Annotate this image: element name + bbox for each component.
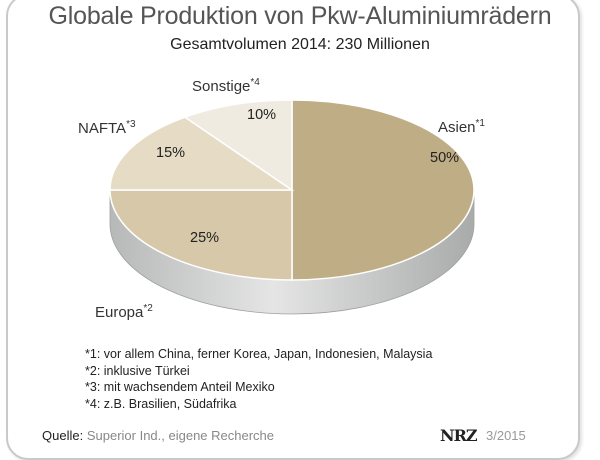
slice-category-label: Asien*1 — [438, 118, 485, 136]
publication-date: 3/2015 — [486, 428, 526, 443]
pie-slice-nafta — [109, 116, 295, 191]
slice-category-label: NAFTA*3 — [78, 119, 136, 137]
slice-category-label: Sonstige*4 — [192, 77, 260, 95]
footnotes: *1: vor allem China, ferner Korea, Japan… — [85, 346, 432, 412]
slice-value-label: 50% — [430, 150, 459, 166]
slice-category-label: Europa*2 — [95, 303, 153, 321]
pie-slice-sonstige — [183, 99, 293, 192]
source-label: Quelle: — [42, 428, 84, 443]
slice-value-label: 25% — [190, 230, 219, 246]
pie-chart: 50% Asien*1 25% Europa*2 15% NAFTA*3 10% Sonsti… — [78, 77, 485, 321]
footnote-4: *4: z.B. Brasilien, Südafrika — [85, 396, 237, 411]
pie-slices — [109, 99, 475, 281]
footnote-3: *3: mit wachsendem Anteil Mexiko — [85, 380, 275, 394]
chart-subtitle: Gesamtvolumen 2014: 230 Millionen — [170, 36, 430, 53]
source-line: Quelle: Superior Ind., eigene Recherche — [42, 428, 274, 443]
source-text: Superior Ind., eigene Recherche — [86, 428, 275, 443]
slice-value-label: 10% — [247, 107, 276, 123]
chart-title: Globale Produktion von Pkw-Aluminiumräde… — [48, 2, 552, 30]
nrz-logo: NRZ — [440, 426, 478, 445]
slice-value-label: 15% — [156, 145, 185, 161]
pie-labels: 50% Asien*1 25% Europa*2 15% NAFTA*3 10% Sonsti… — [78, 77, 485, 321]
pie-slice-europa — [109, 189, 293, 281]
pie-slice-asien — [291, 99, 475, 281]
footnote-2: *2: inklusive Türkei — [85, 363, 190, 378]
footnote-1: *1: vor allem China, ferner Korea, Japan… — [85, 347, 433, 361]
